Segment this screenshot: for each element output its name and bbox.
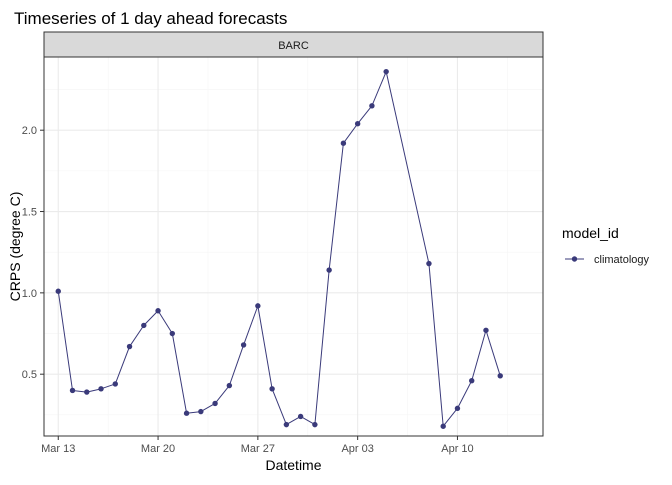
legend-title: model_id bbox=[562, 225, 619, 241]
data-point bbox=[198, 408, 204, 415]
y-tick-label: 0.5 bbox=[22, 369, 37, 381]
data-point bbox=[155, 308, 161, 314]
data-point bbox=[340, 140, 347, 146]
y-tick-label: 1.0 bbox=[22, 288, 37, 300]
x-tick-label: Mar 13 bbox=[41, 443, 75, 455]
legend-item-climatology: climatology bbox=[594, 254, 650, 266]
data-point bbox=[112, 381, 118, 387]
data-point bbox=[440, 423, 446, 429]
series-layer bbox=[55, 68, 503, 429]
data-point bbox=[297, 413, 304, 420]
grid-lines bbox=[44, 57, 543, 436]
data-point bbox=[55, 288, 61, 294]
data-point bbox=[497, 373, 503, 379]
data-point bbox=[255, 303, 261, 309]
series-line-climatology bbox=[57, 71, 501, 427]
facet-strip bbox=[43, 31, 544, 58]
data-point bbox=[212, 400, 218, 407]
data-point bbox=[98, 386, 104, 392]
data-point bbox=[126, 343, 133, 350]
data-point bbox=[312, 421, 318, 428]
data-point bbox=[240, 342, 247, 348]
y-axis-label: CRPS (degree C) bbox=[7, 192, 23, 302]
data-point bbox=[69, 387, 76, 394]
data-point bbox=[469, 377, 475, 384]
axis-ticks: 0.5 1.0 1.5 2.0 Mar 13 Mar 20 Mar 27 Apr 03 Apr … bbox=[22, 125, 474, 455]
data-point bbox=[183, 410, 190, 416]
data-point bbox=[369, 103, 375, 109]
data-point bbox=[383, 68, 389, 75]
plot-panel bbox=[44, 57, 543, 436]
x-tick-label: Apr 10 bbox=[441, 443, 473, 455]
data-point bbox=[426, 260, 432, 267]
data-point bbox=[226, 382, 233, 389]
y-tick-label: 2.0 bbox=[22, 125, 37, 137]
y-tick-label: 1.5 bbox=[22, 207, 37, 219]
chart-title: Timeseries of 1 day ahead forecasts bbox=[14, 9, 287, 28]
data-point bbox=[141, 322, 147, 329]
x-tick-label: Mar 20 bbox=[141, 443, 175, 455]
data-point bbox=[283, 421, 290, 428]
legend: model_id climatology bbox=[562, 225, 650, 266]
x-tick-label: Apr 03 bbox=[341, 443, 373, 455]
data-point bbox=[84, 389, 90, 395]
facet-strip-label: BARC bbox=[278, 40, 309, 52]
x-tick-label: Mar 27 bbox=[241, 443, 275, 455]
data-point bbox=[326, 267, 332, 273]
data-point bbox=[354, 120, 361, 127]
data-point bbox=[169, 330, 176, 337]
data-point bbox=[483, 327, 489, 333]
data-point bbox=[269, 386, 275, 392]
x-axis-label: Datetime bbox=[265, 457, 321, 473]
data-point bbox=[454, 405, 461, 412]
plot-panel-border bbox=[43, 56, 544, 437]
legend-key-point bbox=[571, 256, 578, 262]
